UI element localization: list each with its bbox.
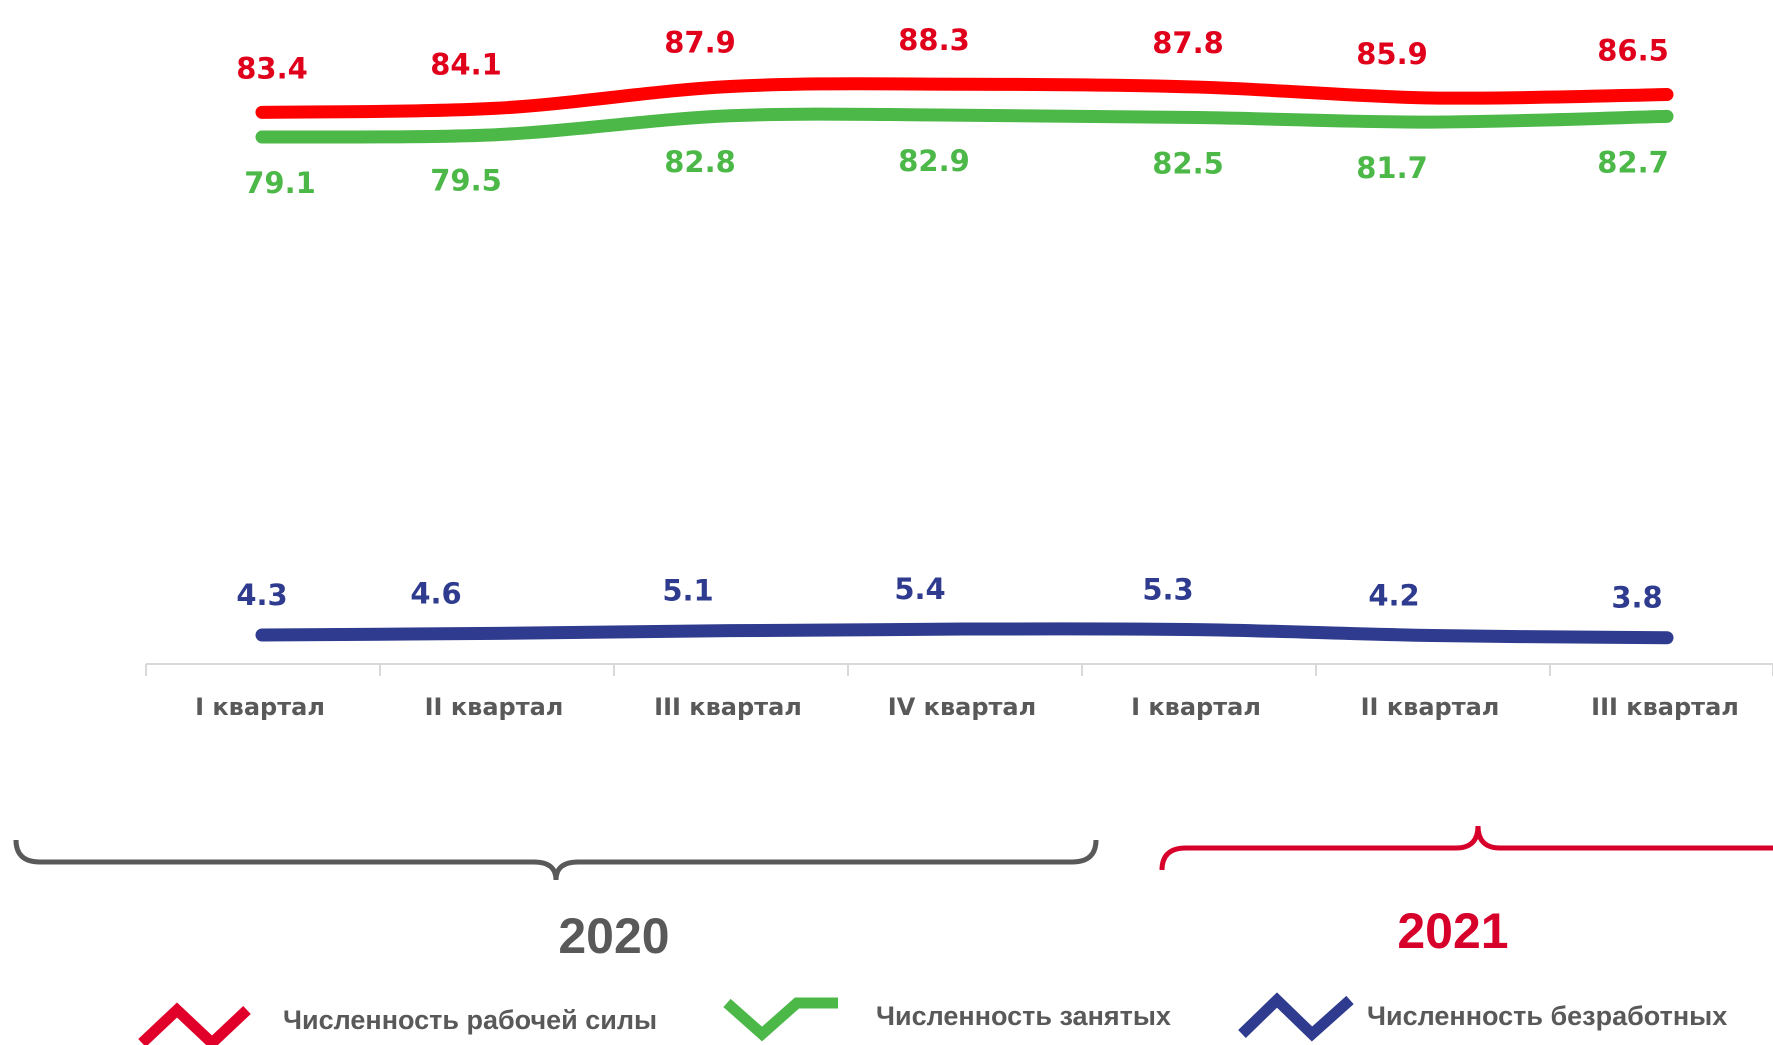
data-labels: 83.4 84.1 87.9 88.3 87.8 85.9 86.5 79.1 79.5 82.8… — [236, 23, 1669, 615]
x-tick-label: IV квартал — [888, 693, 1036, 721]
x-axis-tick-labels: I квартал II квартал III квартал IV квартал… — [195, 693, 1739, 721]
data-label: 86.5 — [1597, 34, 1669, 68]
data-label: 82.7 — [1597, 145, 1669, 179]
series-line-1 — [255, 107, 1674, 144]
legend: Численность рабочей силы Численность зан… — [138, 992, 1727, 1045]
data-label: 4.2 — [1368, 579, 1419, 613]
year-label-2021: 2021 — [1397, 903, 1508, 959]
x-tick-label: I квартал — [1131, 693, 1261, 721]
x-tick-label: II квартал — [1361, 693, 1500, 721]
data-label: 5.1 — [662, 574, 713, 608]
data-label: 83.4 — [236, 51, 308, 85]
data-label: 82.5 — [1152, 146, 1224, 180]
data-label: 5.3 — [1142, 573, 1193, 607]
data-label: 79.1 — [244, 166, 316, 200]
data-label: 81.7 — [1356, 151, 1428, 185]
data-label: 5.4 — [894, 572, 945, 606]
x-tick-label: II квартал — [425, 693, 564, 721]
legend-label-employed: Численность занятых — [876, 1001, 1171, 1031]
year-label-2020: 2020 — [558, 908, 669, 964]
data-label: 87.8 — [1152, 26, 1224, 60]
year-2020-brace — [13, 839, 1099, 881]
series-line-0 — [255, 77, 1674, 119]
data-label: 84.1 — [430, 47, 502, 81]
x-axis-ticks — [145, 664, 1773, 676]
data-label: 88.3 — [898, 23, 970, 57]
legend-marker-employed — [723, 997, 838, 1042]
data-label: 3.8 — [1611, 581, 1662, 615]
year-2021-brace — [1159, 825, 1773, 871]
data-label: 79.5 — [430, 164, 502, 198]
legend-marker-labor-force — [138, 1002, 251, 1045]
legend-label-labor-force: Численность рабочей силы — [283, 1005, 657, 1035]
x-tick-label: III квартал — [654, 693, 802, 721]
x-tick-label: III квартал — [1591, 693, 1739, 721]
legend-label-unemployed: Численность безработных — [1367, 1001, 1727, 1031]
data-label: 4.6 — [410, 576, 461, 610]
data-label: 82.8 — [664, 145, 736, 179]
series-line-2 — [255, 622, 1674, 645]
legend-marker-unemployed — [1238, 992, 1354, 1042]
data-label: 82.9 — [898, 144, 970, 178]
data-label: 4.3 — [236, 578, 287, 612]
series-lines — [255, 77, 1674, 645]
data-label: 85.9 — [1356, 37, 1428, 71]
data-label: 87.9 — [664, 25, 736, 59]
x-tick-label: I квартал — [195, 693, 325, 721]
